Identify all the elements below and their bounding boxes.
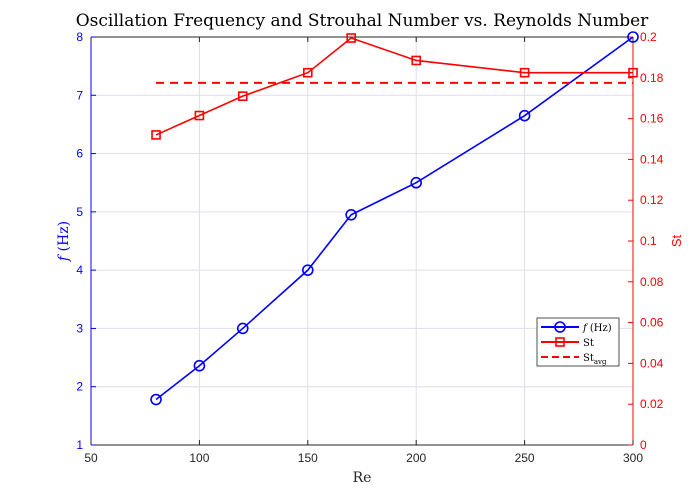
x-tick-label: 150 <box>298 451 318 465</box>
legend-marker <box>554 321 566 333</box>
y-left-label-unit: (Hz) <box>56 221 72 256</box>
f-data-point <box>150 393 162 406</box>
f-data-point <box>193 359 206 372</box>
y-left-tick-label: 5 <box>76 205 83 219</box>
y-left-tick-label: 1 <box>76 438 83 452</box>
legend-label-unit: (Hz) <box>587 323 612 334</box>
y-right-tick-label: 0 <box>640 438 647 452</box>
y-right-tick-label: 0.02 <box>640 397 664 411</box>
y-right-tick-label: 0.2 <box>640 30 657 44</box>
f-data-point <box>236 322 249 335</box>
y-right-tick-label: 0.04 <box>640 356 664 370</box>
legend-label-sub: avg <box>594 358 607 366</box>
st-data-point <box>346 33 356 43</box>
x-tick-label: 250 <box>515 451 535 465</box>
f-data-point <box>518 109 531 122</box>
x-tick-label: 300 <box>623 451 643 465</box>
y-left-tick-label: 4 <box>76 263 83 277</box>
y-axis-left-label: f (Hz) <box>56 221 72 262</box>
legend-label-main: St <box>583 353 594 364</box>
st-data-point <box>628 67 638 78</box>
y-left-tick-label: 6 <box>76 147 83 161</box>
y-axis-right-label: St <box>669 234 684 247</box>
plot-area <box>150 31 639 406</box>
st-data-point <box>411 55 422 66</box>
x-tick-label: 100 <box>189 451 209 465</box>
y-right-tick-label: 0.16 <box>640 112 664 126</box>
y-left-label-symbol: f <box>56 253 72 262</box>
y-left-tick-label: 2 <box>76 380 83 394</box>
x-tick-label: 200 <box>406 451 426 465</box>
f-data-point <box>627 31 639 43</box>
f-series-line <box>155 36 634 401</box>
y-right-tick-label: 0.06 <box>640 316 664 330</box>
y-right-tick-label: 0.14 <box>640 152 664 166</box>
legend-label: St <box>583 338 594 349</box>
st-series-line <box>155 37 633 136</box>
f-data-point <box>410 176 423 189</box>
y-right-tick-label: 0.12 <box>640 193 664 207</box>
legend-label: Stavg <box>583 353 607 366</box>
y-right-tick-label: 0.08 <box>640 275 664 289</box>
y-right-tick-label: 0.1 <box>640 234 657 248</box>
x-tick-label: 50 <box>84 451 98 465</box>
legend-label-main: St <box>583 338 594 349</box>
chart-title: Oscillation Frequency and Strouhal Numbe… <box>76 11 649 31</box>
y-left-tick-label: 8 <box>76 30 83 44</box>
st-data-point <box>519 67 530 78</box>
y-left-tick-label: 3 <box>76 321 83 335</box>
y-right-tick-label: 0.18 <box>640 71 664 85</box>
f-data-point <box>301 264 314 276</box>
axes: 50 100 150 200 250 300 1 2 3 4 5 6 7 8 0 0.02 0.04 0.06 0.… <box>76 30 663 465</box>
st-data-point <box>237 91 248 101</box>
legend-marker <box>555 337 565 347</box>
x-axis-label: Re <box>353 470 372 486</box>
st-data-point <box>302 67 313 78</box>
st-data-point <box>194 110 205 121</box>
grid <box>90 36 634 446</box>
legend-label: f (Hz) <box>582 323 612 334</box>
st-data-point <box>151 130 161 140</box>
f-data-point <box>345 208 357 221</box>
legend-label-symbol: f <box>582 323 589 334</box>
y-left-tick-label: 7 <box>76 88 83 102</box>
